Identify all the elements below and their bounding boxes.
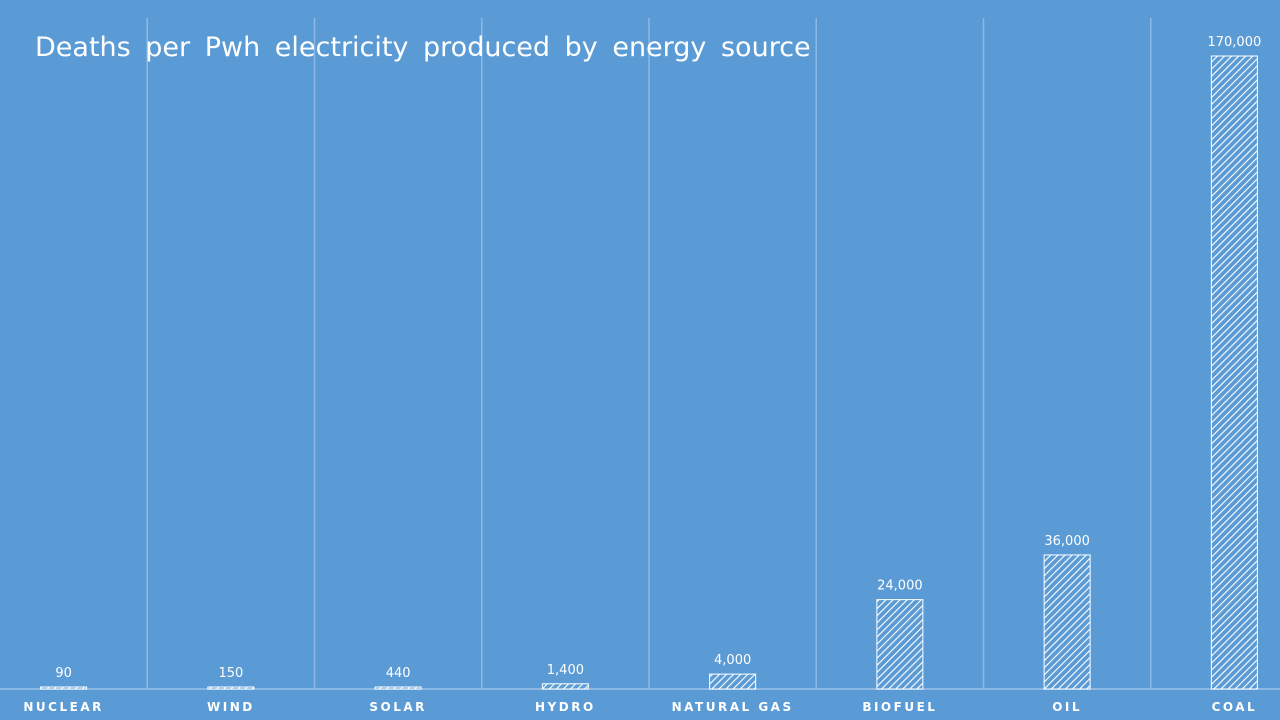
- data-labels: 90 150 440 1,400 4,000 24,000 36,000 170,000: [55, 35, 1261, 681]
- chart-title: Deaths per Pwh electricity produced by e…: [35, 32, 811, 63]
- bar-solar: [374, 686, 422, 690]
- bar-coal: [1210, 55, 1258, 690]
- tick-label-nuclear: NUCLEAR: [23, 700, 103, 714]
- data-label-nuclear: 90: [55, 666, 72, 681]
- bar-oil: [1043, 554, 1091, 690]
- bar-wind: [207, 686, 255, 690]
- tick-label-coal: COAL: [1212, 700, 1258, 714]
- bars: [40, 55, 1258, 690]
- tick-label-solar: SOLAR: [369, 700, 427, 714]
- x-axis-tick-labels: NUCLEAR WIND SOLAR HYDRO NATURAL GAS BIOFUEL O…: [23, 700, 1258, 714]
- data-label-coal: 170,000: [1207, 35, 1261, 50]
- data-label-hydro: 1,400: [547, 663, 584, 678]
- data-label-solar: 440: [386, 666, 411, 681]
- tick-label-oil: OIL: [1052, 700, 1082, 714]
- tick-label-natural-gas: NATURAL GAS: [672, 700, 794, 714]
- bar-natural-gas: [709, 673, 757, 690]
- bar-nuclear: [40, 686, 88, 690]
- tick-label-wind: WIND: [207, 700, 255, 714]
- tick-label-biofuel: BIOFUEL: [862, 700, 937, 714]
- data-label-biofuel: 24,000: [877, 579, 923, 594]
- bar-hydro: [541, 683, 589, 690]
- tick-label-hydro: HYDRO: [535, 700, 596, 714]
- data-label-wind: 150: [218, 666, 243, 681]
- data-label-oil: 36,000: [1044, 534, 1090, 549]
- bar-biofuel: [876, 599, 924, 690]
- data-label-natural-gas: 4,000: [714, 653, 751, 668]
